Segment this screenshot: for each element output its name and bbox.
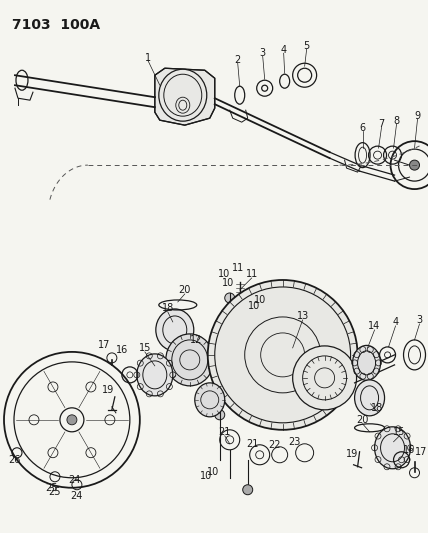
Text: 4: 4: [281, 45, 287, 55]
Polygon shape: [155, 68, 215, 125]
Text: 10: 10: [253, 295, 266, 305]
Ellipse shape: [156, 309, 194, 351]
Text: 15: 15: [393, 427, 406, 437]
Circle shape: [225, 293, 235, 303]
Text: 10: 10: [217, 269, 230, 279]
Text: 8: 8: [393, 116, 400, 126]
Text: 11: 11: [232, 263, 244, 273]
Text: 19: 19: [102, 385, 114, 395]
Text: 17: 17: [98, 340, 110, 350]
Text: 5: 5: [303, 41, 310, 51]
Circle shape: [293, 346, 357, 410]
Circle shape: [410, 160, 419, 170]
Circle shape: [215, 410, 225, 420]
Circle shape: [243, 484, 253, 495]
Text: 22: 22: [268, 440, 281, 450]
Text: 2: 2: [235, 55, 241, 65]
Text: 7103  100A: 7103 100A: [12, 18, 100, 33]
Text: 14: 14: [369, 321, 380, 331]
Text: 3: 3: [416, 315, 422, 325]
Text: 6: 6: [360, 123, 366, 133]
Text: 26: 26: [8, 455, 20, 465]
Circle shape: [67, 415, 77, 425]
Ellipse shape: [166, 334, 214, 386]
Text: 3: 3: [260, 49, 266, 58]
Text: 16: 16: [116, 345, 128, 355]
Ellipse shape: [374, 427, 410, 469]
Circle shape: [208, 280, 357, 430]
Text: 19: 19: [345, 449, 358, 459]
Text: 7: 7: [378, 119, 385, 129]
Text: 24: 24: [71, 491, 83, 500]
Text: 21: 21: [219, 427, 231, 437]
Text: 25: 25: [49, 487, 61, 497]
Text: 4: 4: [392, 317, 398, 327]
Text: 10: 10: [199, 471, 212, 481]
Ellipse shape: [195, 383, 225, 417]
Text: 9: 9: [414, 111, 421, 121]
Text: 17: 17: [415, 447, 428, 457]
Ellipse shape: [137, 354, 173, 396]
Ellipse shape: [159, 69, 207, 121]
Text: 24: 24: [69, 475, 81, 484]
Text: 23: 23: [288, 437, 301, 447]
Text: 10: 10: [207, 467, 219, 477]
Text: 18: 18: [372, 403, 383, 413]
Text: 16: 16: [404, 445, 416, 455]
Text: 25: 25: [46, 483, 58, 492]
Text: 20: 20: [178, 285, 191, 295]
Ellipse shape: [354, 380, 384, 416]
Text: 10: 10: [222, 278, 234, 288]
Text: 20: 20: [357, 415, 369, 425]
Text: 18: 18: [162, 303, 174, 313]
Text: 11: 11: [246, 269, 258, 279]
Text: 15: 15: [139, 343, 151, 353]
Ellipse shape: [353, 345, 380, 381]
Circle shape: [245, 315, 255, 325]
Text: 21: 21: [247, 439, 259, 449]
Text: 12: 12: [190, 335, 202, 345]
Text: 1: 1: [145, 53, 151, 63]
Text: 13: 13: [297, 311, 309, 321]
Text: 10: 10: [247, 301, 260, 311]
